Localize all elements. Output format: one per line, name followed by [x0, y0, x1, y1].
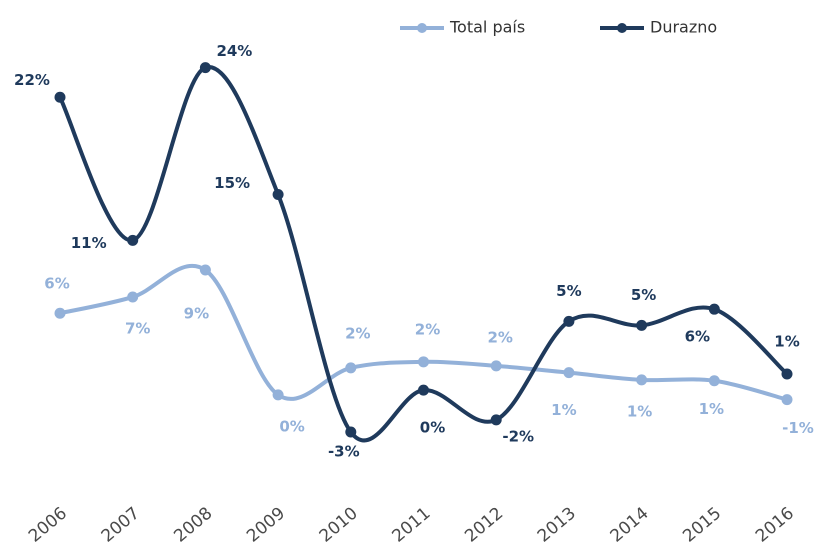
point [636, 319, 648, 331]
data-label: 9% [184, 305, 209, 323]
x-tick-label: 2007 [98, 503, 144, 546]
legend-label: Total país [449, 18, 525, 37]
point [272, 389, 284, 401]
point [708, 375, 720, 387]
series-line [58, 65, 789, 443]
data-label: 24% [216, 42, 252, 60]
point [708, 303, 720, 315]
data-label: 1% [699, 400, 724, 418]
point [490, 414, 502, 426]
point [636, 374, 648, 386]
point [54, 91, 66, 103]
point [563, 315, 575, 327]
legend-dot [617, 23, 627, 33]
point [563, 367, 575, 379]
legend-label: Durazno [650, 18, 717, 37]
data-label: 1% [551, 401, 576, 419]
x-tick-label: 2009 [243, 503, 289, 546]
point [345, 426, 357, 438]
point [199, 62, 211, 74]
x-tick-label: 2016 [752, 503, 798, 546]
point [127, 234, 139, 246]
x-tick-label: 2014 [607, 503, 653, 546]
point [490, 360, 502, 372]
x-tick-label: 2008 [170, 503, 216, 546]
point [199, 264, 211, 276]
data-label: 22% [14, 71, 50, 89]
x-tick-label: 2013 [534, 503, 580, 546]
point [781, 368, 793, 380]
data-label: 1% [774, 332, 799, 350]
data-label: 2% [345, 324, 370, 342]
legend-dot [417, 23, 427, 33]
data-label: 7% [125, 320, 150, 338]
data-label: 2% [487, 328, 512, 346]
point [54, 307, 66, 319]
data-label: 2% [415, 320, 440, 338]
x-tick-label: 2012 [461, 503, 507, 546]
data-label: -1% [782, 419, 814, 437]
data-label: 6% [685, 328, 710, 346]
point [345, 362, 357, 374]
data-label: 5% [631, 286, 656, 304]
x-tick-label: 2006 [25, 503, 71, 546]
x-tick-label: 2011 [389, 503, 435, 546]
x-tick-label: 2015 [679, 503, 725, 546]
point [418, 384, 429, 396]
point [418, 356, 429, 368]
data-label: 0% [420, 419, 445, 437]
point [781, 394, 793, 406]
series-line [59, 263, 788, 402]
point [127, 291, 139, 303]
data-label: 6% [44, 275, 69, 293]
data-label: -2% [502, 427, 534, 445]
data-label: 11% [71, 234, 107, 252]
x-tick-label: 2010 [316, 503, 362, 546]
data-label: 0% [279, 417, 304, 435]
point [272, 188, 284, 200]
data-label: 1% [627, 402, 652, 420]
data-label: 15% [214, 174, 250, 192]
data-label: 5% [556, 282, 581, 300]
data-label: -3% [328, 443, 360, 461]
